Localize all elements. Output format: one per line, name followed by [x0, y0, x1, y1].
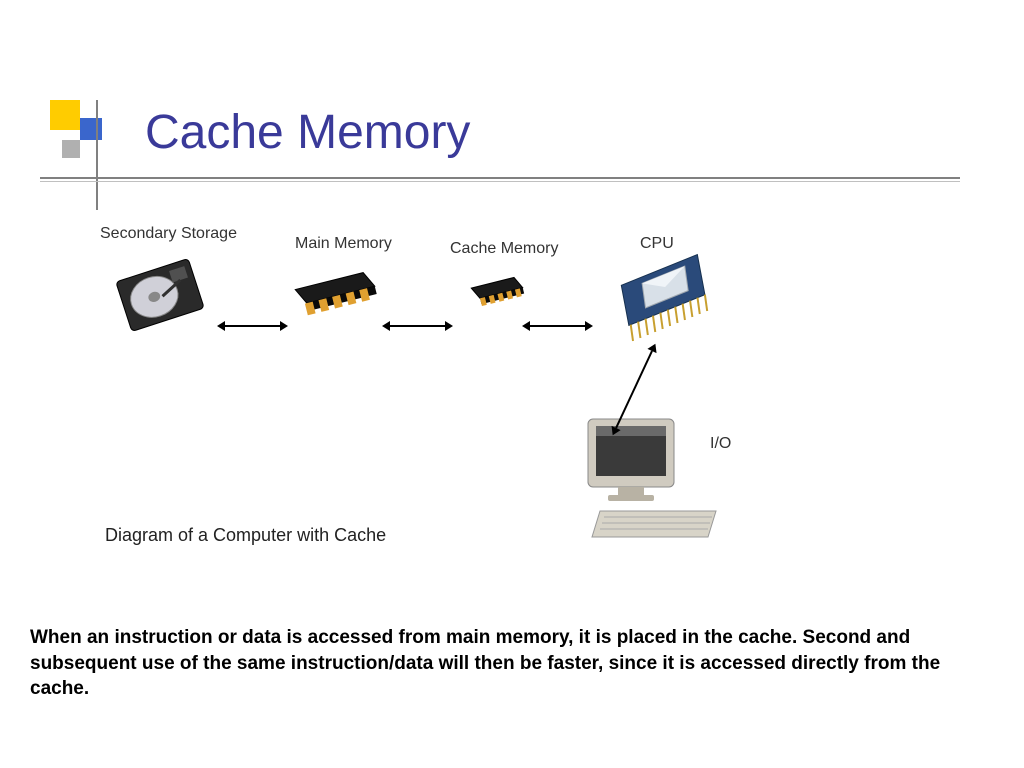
arrow-mainmem-cache	[390, 325, 445, 327]
logo-square-gray	[62, 140, 80, 158]
diagram-caption: Diagram of a Computer with Cache	[105, 525, 386, 546]
memory-hierarchy-diagram: Secondary Storage Main Memory	[70, 225, 810, 585]
cache-memory-chip-icon	[465, 270, 530, 315]
title-vertical-rule	[96, 100, 98, 210]
title-logo	[40, 100, 120, 180]
page-title: Cache Memory	[145, 105, 470, 160]
computer-io-icon	[570, 415, 720, 545]
logo-square-yellow	[50, 100, 80, 130]
title-underline-shadow	[40, 181, 960, 182]
main-memory-chip-icon	[285, 260, 385, 325]
arrow-cache-cpu	[530, 325, 585, 327]
arrow-storage-mainmem	[225, 325, 280, 327]
title-underline	[40, 177, 960, 179]
label-secondary-storage: Secondary Storage	[100, 225, 237, 243]
label-main-memory: Main Memory	[295, 235, 392, 253]
body-paragraph: When an instruction or data is accessed …	[30, 625, 990, 702]
cpu-icon	[600, 250, 730, 350]
logo-square-blue	[80, 118, 102, 140]
hdd-icon	[110, 255, 210, 335]
label-cache-memory: Cache Memory	[450, 240, 558, 258]
